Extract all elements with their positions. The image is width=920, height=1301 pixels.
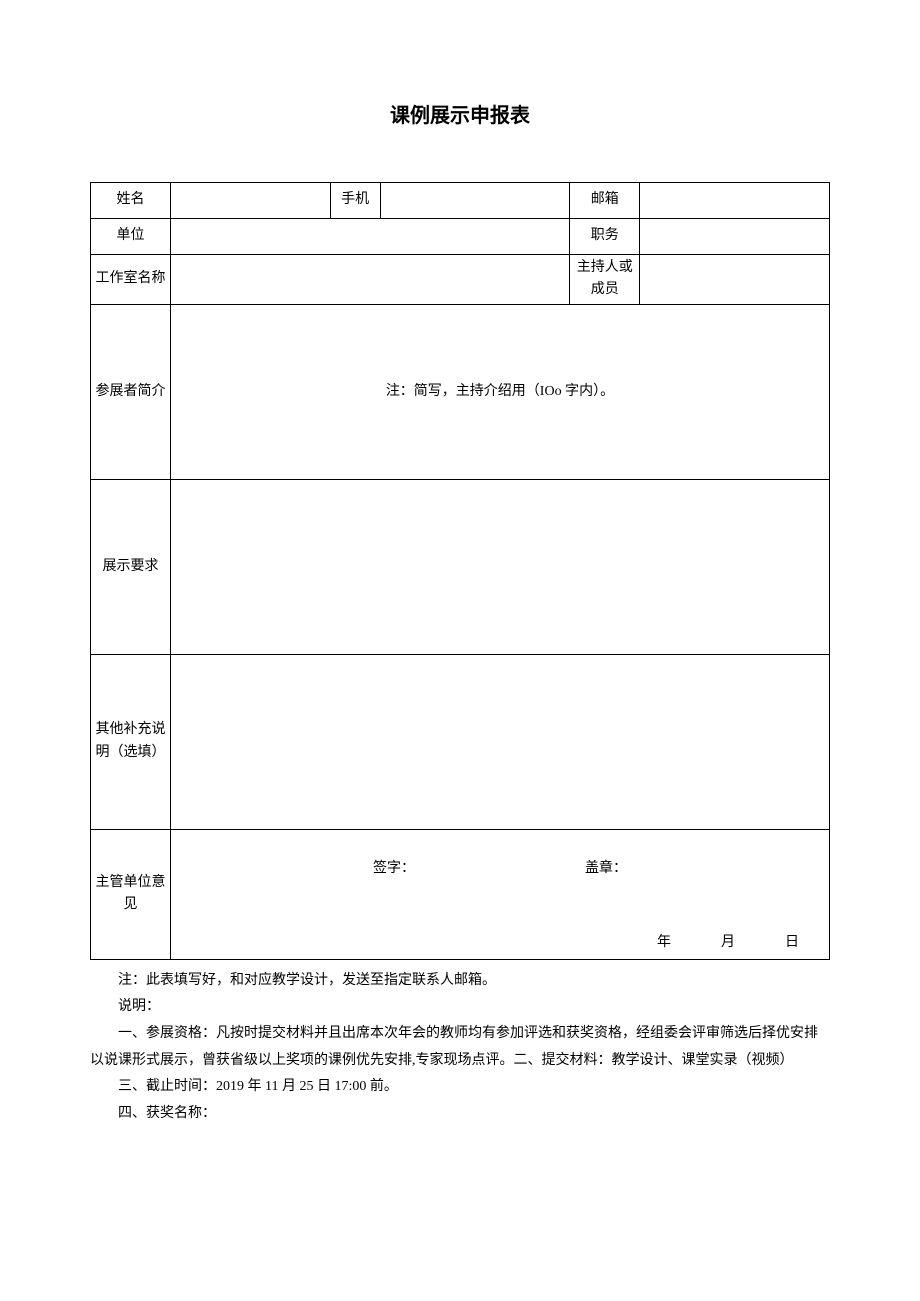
- note-line-2: 说明：: [90, 994, 830, 1021]
- field-role[interactable]: [640, 255, 830, 305]
- field-opinion[interactable]: 签字： 盖章： 年 月 日: [170, 829, 829, 959]
- label-unit: 单位: [91, 219, 171, 255]
- row-other: 其他补充说明（选填）: [91, 654, 830, 829]
- note-line-1: 注：此表填写好，和对应教学设计，发送至指定联系人邮箱。: [90, 968, 830, 995]
- sign-label: 签字：: [373, 861, 415, 876]
- label-name: 姓名: [91, 183, 171, 219]
- label-role: 主持人或成员: [570, 255, 640, 305]
- row-basic-3: 工作室名称 主持人或成员: [91, 255, 830, 305]
- opinion-date-line: 年月日: [607, 932, 799, 954]
- row-basic-2: 单位 职务: [91, 219, 830, 255]
- note-line-3: 一、参展资格：凡按时提交材料并且出席本次年会的教师均有参加评选和获奖资格，经组委…: [90, 1021, 830, 1074]
- field-email[interactable]: [640, 183, 830, 219]
- label-opinion: 主管单位意见: [91, 829, 171, 959]
- field-intro[interactable]: 注：简写，主持介绍用（IOo 字内）。: [170, 304, 829, 479]
- row-opinion: 主管单位意见 签字： 盖章： 年 月 日: [91, 829, 830, 959]
- field-unit[interactable]: [170, 219, 569, 255]
- field-phone[interactable]: [380, 183, 570, 219]
- field-studio[interactable]: [170, 255, 569, 305]
- field-name[interactable]: [170, 183, 330, 219]
- field-position[interactable]: [640, 219, 830, 255]
- row-basic-1: 姓名 手机 邮箱: [91, 183, 830, 219]
- label-position: 职务: [570, 219, 640, 255]
- field-other[interactable]: [170, 654, 829, 829]
- application-form: 姓名 手机 邮箱 单位 职务 工作室名称 主持人或成员 参展者简介 注：简写，主…: [90, 182, 830, 960]
- month-label: 月: [721, 935, 735, 950]
- seal-label: 盖章：: [585, 861, 627, 876]
- intro-note: 注：简写，主持介绍用（IOo 字内）。: [386, 384, 614, 399]
- notes-section: 注：此表填写好，和对应教学设计，发送至指定联系人邮箱。 说明： 一、参展资格：凡…: [90, 968, 830, 1128]
- note-line-4: 三、截止时间：2019 年 11 月 25 日 17:00 前。: [90, 1074, 830, 1101]
- opinion-sign-line: 签字： 盖章：: [175, 858, 825, 880]
- label-intro: 参展者简介: [91, 304, 171, 479]
- note-line-5: 四、获奖名称：: [90, 1101, 830, 1128]
- label-studio: 工作室名称: [91, 255, 171, 305]
- form-title: 课例展示申报表: [80, 100, 840, 132]
- year-label: 年: [657, 935, 671, 950]
- row-intro: 参展者简介 注：简写，主持介绍用（IOo 字内）。: [91, 304, 830, 479]
- row-requirement: 展示要求: [91, 479, 830, 654]
- field-requirement[interactable]: [170, 479, 829, 654]
- label-other: 其他补充说明（选填）: [91, 654, 171, 829]
- day-label: 日: [785, 935, 799, 950]
- label-requirement: 展示要求: [91, 479, 171, 654]
- label-email: 邮箱: [570, 183, 640, 219]
- label-phone: 手机: [330, 183, 380, 219]
